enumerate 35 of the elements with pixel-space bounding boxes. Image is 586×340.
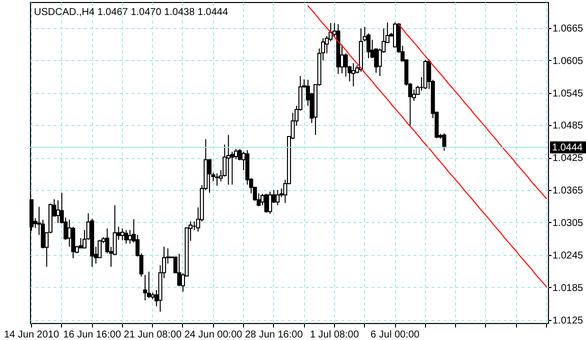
candlestick bbox=[143, 274, 148, 301]
candlestick bbox=[120, 228, 124, 241]
y-tick-label: 1.0365 bbox=[552, 186, 584, 197]
x-tick-label: 28 Jun 16:00 bbox=[244, 330, 304, 340]
y-tick-label: 1.0125 bbox=[552, 315, 584, 326]
y-tick-label: 1.0665 bbox=[552, 23, 584, 34]
y-tick-label: 1.0545 bbox=[552, 88, 584, 100]
candlestick bbox=[124, 230, 128, 244]
candlestick bbox=[344, 52, 348, 78]
y-tick-label: 1.0305 bbox=[552, 218, 584, 229]
candlestick bbox=[146, 271, 151, 299]
x-tick-label: 14 Jun 2010 bbox=[4, 330, 60, 340]
y-tick-label: 1.0605 bbox=[552, 56, 584, 67]
candlestick bbox=[393, 22, 398, 48]
candlestick bbox=[207, 158, 212, 194]
y-tick-label: 1.0485 bbox=[552, 120, 584, 132]
x-tick-label: 24 Jun 00:00 bbox=[184, 330, 243, 340]
candlestick bbox=[226, 134, 230, 186]
y-tick-label: 1.0185 bbox=[552, 282, 584, 294]
line-series bbox=[398, 24, 547, 200]
x-tick-label: 6 Jul 00:00 bbox=[370, 330, 420, 340]
candlestick bbox=[215, 172, 220, 186]
x-tick-label: 1 Jul 08:00 bbox=[310, 330, 360, 340]
ref-line-label: 1.0444 bbox=[552, 142, 584, 154]
y-tick-label: 1.0425 bbox=[552, 153, 584, 164]
candlestick bbox=[276, 190, 280, 206]
candlestick bbox=[442, 132, 446, 152]
y-tick-label: 1.0245 bbox=[552, 250, 584, 262]
candlestick bbox=[351, 62, 356, 87]
x-tick-label: 16 Jun 16:00 bbox=[63, 330, 122, 340]
candlestick bbox=[268, 191, 272, 214]
text: USDCAD.,H4 1.0467 1.0470 1.0438 1.0444 bbox=[34, 7, 228, 18]
x-tick-label: 21 Jun 08:00 bbox=[124, 330, 182, 340]
line-series bbox=[307, 5, 547, 288]
candlestick bbox=[128, 230, 132, 244]
